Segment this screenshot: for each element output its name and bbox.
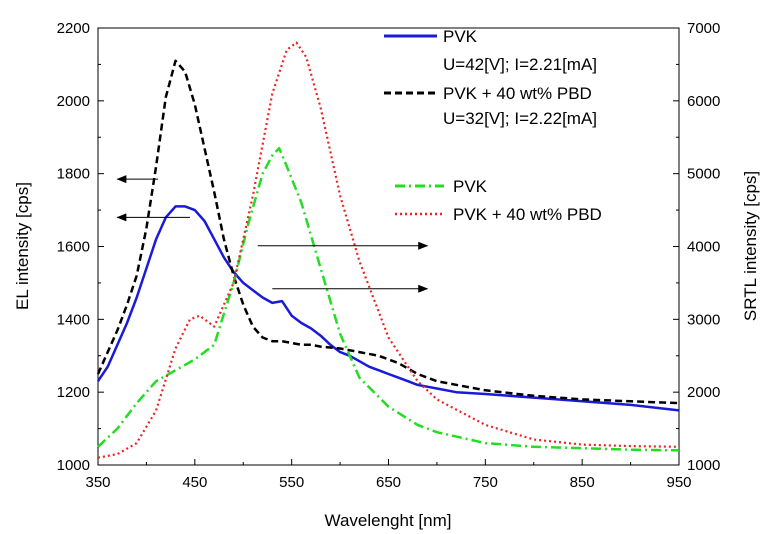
y-left-tick-label: 2000	[57, 93, 90, 110]
legend-srtl: PVK PVK + 40 wt% PBD	[395, 177, 602, 224]
series-line-el_pvk_pbd	[96, 59, 680, 405]
y-right-tick-label: 2000	[687, 384, 720, 401]
legend-el: PVK U=42[V]; I=2.21[mA] PVK + 40 wt% PBD…	[384, 27, 597, 128]
x-tick-label: 850	[570, 474, 595, 491]
legend-label-srtl-pvk: PVK	[453, 177, 488, 196]
series-line-srtl_pvk_pbd	[97, 41, 680, 459]
y-right-tick-label: 5000	[687, 166, 720, 183]
x-tick-label: 550	[279, 474, 304, 491]
x-tick-label: 950	[666, 474, 691, 491]
x-tick-label: 350	[85, 474, 110, 491]
y-left-axis-title: EL intensity [cps]	[13, 182, 32, 310]
x-tick-label: 450	[182, 474, 207, 491]
arrow-annotations	[116, 175, 429, 293]
series-line-el_pvk	[96, 205, 680, 412]
y-right-tick-label: 7000	[687, 20, 720, 37]
x-axis-title: Wavelenght [nm]	[325, 511, 452, 530]
legend-sublabel-el-pvk: U=42[V]; I=2.21[mA]	[443, 55, 597, 74]
y-left-axis-ticks: 1000 1200 1400 1600 1800 2000 2200	[57, 20, 104, 474]
y-right-tick-label: 3000	[687, 311, 720, 328]
x-tick-label: 650	[376, 474, 401, 491]
y-left-tick-label: 1600	[57, 239, 90, 256]
legend-label-el-pvk: PVK	[443, 27, 478, 46]
y-right-tick-label: 1000	[687, 457, 720, 474]
series-group	[96, 41, 680, 459]
legend-label-el-pvk-pbd: PVK + 40 wt% PBD	[443, 84, 592, 103]
y-right-tick-label: 4000	[687, 239, 720, 256]
legend-sublabel-el-pvk-pbd: U=32[V]; I=2.22[mA]	[443, 109, 597, 128]
x-tick-label: 750	[473, 474, 498, 491]
legend-label-srtl-pvk-pbd: PVK + 40 wt% PBD	[453, 205, 602, 224]
y-right-axis-title: SRTL intensity [cps]	[741, 171, 760, 321]
series-line-srtl_pvk	[97, 146, 680, 452]
y-left-tick-label: 1400	[57, 311, 90, 328]
y-left-tick-label: 1200	[57, 384, 90, 401]
y-left-tick-label: 2200	[57, 20, 90, 37]
y-left-tick-label: 1800	[57, 166, 90, 183]
x-axis-ticks: 350 450 550 650 750 850 950	[85, 459, 692, 491]
y-right-tick-label: 6000	[687, 93, 720, 110]
y-right-axis-ticks: 1000 2000 3000 4000 5000 6000 7000	[673, 20, 720, 474]
y-left-tick-label: 1000	[57, 457, 90, 474]
